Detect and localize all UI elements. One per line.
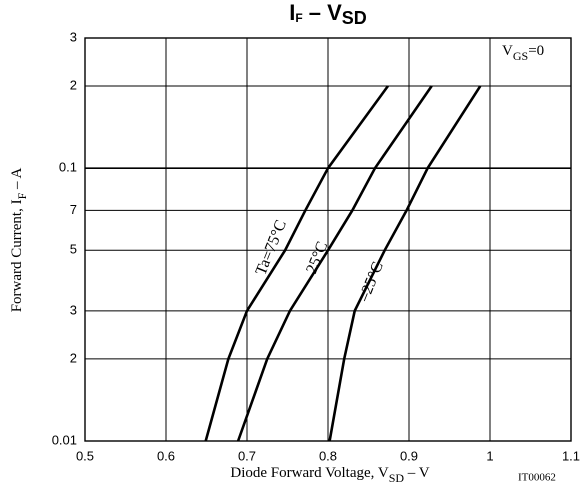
y-tick-label: 7	[70, 202, 77, 217]
x-tick-label: 0.5	[76, 448, 94, 463]
curve	[328, 85, 482, 442]
y-tick-label: 3	[70, 29, 77, 44]
figure-code: IT00062	[518, 472, 556, 484]
y-tick-label: 2	[70, 350, 77, 365]
y-axis-label: Forward Current, IF – A	[9, 168, 28, 313]
plot-frame	[84, 37, 572, 442]
annotation: VGS=0	[502, 43, 544, 62]
y-tick-label: 3	[70, 302, 77, 317]
y-tick-label: 5	[70, 242, 77, 257]
y-tick-label: 0.01	[52, 432, 77, 447]
x-axis-label: Diode Forward Voltage, VSD – V	[230, 465, 429, 484]
curve	[204, 85, 389, 442]
chart-title: IF – VSD	[289, 0, 367, 28]
x-tick-label: 0.7	[238, 448, 256, 463]
curve-label: 25°C	[303, 239, 331, 276]
curve-label: –25°C	[355, 259, 387, 304]
x-tick-label: 0.6	[157, 448, 175, 463]
x-tick-label: 0.8	[319, 448, 337, 463]
curve-label: Ta=75°C	[253, 218, 290, 278]
x-tick-label: 1	[486, 448, 493, 463]
x-tick-label: 0.9	[400, 448, 418, 463]
y-tick-label: 0.1	[59, 160, 77, 175]
y-tick-label: 2	[70, 77, 77, 92]
x-tick-label: 1.1	[562, 448, 580, 463]
curve	[236, 85, 433, 442]
